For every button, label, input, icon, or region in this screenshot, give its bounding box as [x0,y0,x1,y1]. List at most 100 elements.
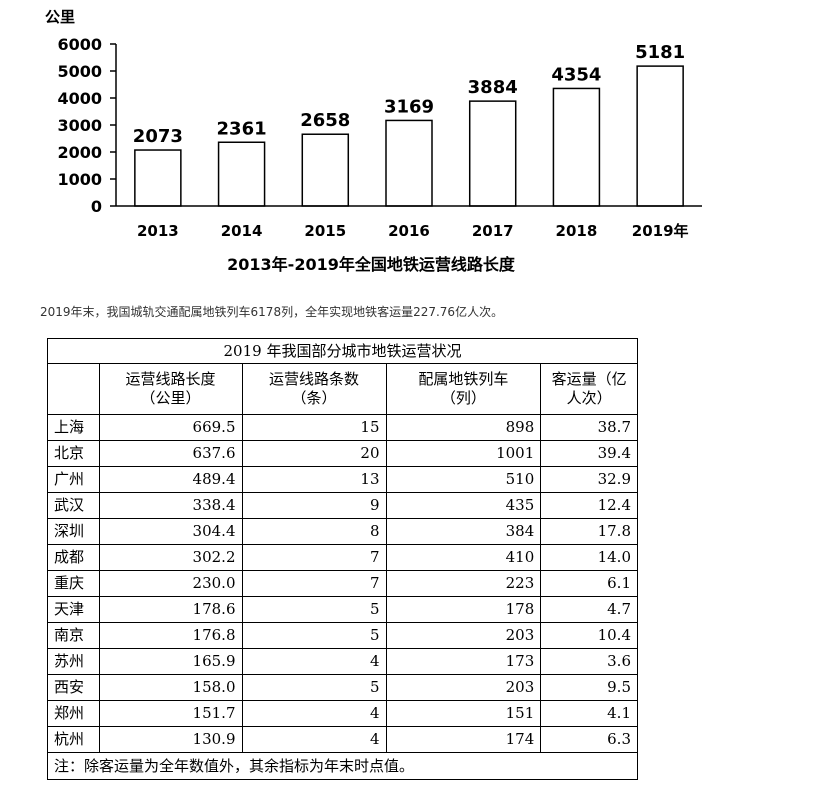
value-cell: 4 [241,726,387,753]
bar-value-label: 4354 [551,64,601,85]
value-cell: 4 [241,648,387,675]
value-cell: 174 [385,726,542,753]
value-cell: 898 [385,414,542,441]
city-cell: 重庆 [47,570,100,597]
header-unit: 人次） [566,389,612,407]
header-city [47,363,100,415]
chart-title: 2013年-2019年全国地铁运营线路长度 [227,255,516,274]
value-cell: 304.4 [98,518,243,545]
table-row: 重庆 230.0 7 223 6.1 [47,570,638,597]
table-footnote: 注：除客运量为全年数值外，其余指标为年末时点值。 [47,752,638,780]
city-cell: 广州 [47,466,100,493]
x-tick-label: 2016 [388,222,430,240]
y-tick-label: 1000 [57,170,102,189]
bar [301,133,350,207]
table-row: 北京 637.6 20 1001 39.4 [47,440,638,467]
city-cell: 南京 [47,622,100,649]
city-cell: 西安 [47,674,100,701]
value-cell: 165.9 [98,648,243,675]
table-row: 广州 489.4 13 510 32.9 [47,466,638,493]
value-cell: 13 [241,466,387,493]
bar-value-label: 5181 [635,42,685,63]
value-cell: 5 [241,622,387,649]
value-cell: 6.1 [540,570,638,597]
value-cell: 9 [241,492,387,519]
table-header-cell: 配属地铁列车 （列） [385,363,542,415]
table-header-cell: 客运量（亿 人次） [540,363,638,415]
city-cell: 杭州 [47,726,100,753]
city-cell: 苏州 [47,648,100,675]
value-cell: 10.4 [540,622,638,649]
city-cell: 上海 [47,414,100,441]
value-cell: 4 [241,700,387,727]
value-cell: 7 [241,544,387,571]
city-cell: 成都 [47,544,100,571]
city-cell: 北京 [47,440,100,467]
value-cell: 4.1 [540,700,638,727]
value-cell: 32.9 [540,466,638,493]
bar [636,65,684,207]
value-cell: 489.4 [98,466,243,493]
value-cell: 5 [241,596,387,623]
value-cell: 203 [385,674,542,701]
table-row: 西安 158.0 5 203 9.5 [47,674,638,701]
x-tick-label: 2018 [556,222,598,240]
table-header-row: 运营线路长度 （公里） 运营线路条数 （条） 配属地铁列车 （列） 客运量（亿 人次） [47,363,638,415]
table-row: 苏州 165.9 4 173 3.6 [47,648,638,675]
value-cell: 130.9 [98,726,243,753]
value-cell: 15 [241,414,387,441]
y-tick-label: 2000 [57,143,102,162]
table-row: 上海 669.5 15 898 38.7 [47,414,638,441]
header-line: 运营线路长度 [125,370,216,388]
city-cell: 深圳 [47,518,100,545]
value-cell: 410 [385,544,542,571]
value-cell: 384 [385,518,542,545]
value-cell: 9.5 [540,674,638,701]
table-row: 成都 302.2 7 410 14.0 [47,544,638,571]
x-tick-label: 2017 [472,222,514,240]
value-cell: 151.7 [98,700,243,727]
header-line: 客运量（亿 [551,370,627,388]
value-cell: 151 [385,700,542,727]
table-row: 武汉 338.4 9 435 12.4 [47,492,638,519]
value-cell: 338.4 [98,492,243,519]
value-cell: 178 [385,596,542,623]
value-cell: 5 [241,674,387,701]
y-tick-label: 0 [91,197,102,216]
summary-text: 2019年末，我国城轨交通配属地铁列车6178列，全年实现地铁客运量227.76… [40,305,504,319]
x-tick-label: 2019年 [632,222,689,240]
header-line: 配属地铁列车 [418,370,509,388]
value-cell: 17.8 [540,518,638,545]
bar [217,141,266,207]
city-cell: 武汉 [47,492,100,519]
value-cell: 203 [385,622,542,649]
table-header-cell: 运营线路条数 （条） [241,363,387,415]
bar [468,100,517,207]
x-tick-label: 2013 [137,222,179,240]
bar [134,149,182,207]
bar [385,119,433,207]
value-cell: 230.0 [98,570,243,597]
city-cell: 郑州 [47,700,100,727]
table-title: 2019 年我国部分城市地铁运营状况 [47,338,638,364]
bar-value-label: 3884 [468,77,518,98]
value-cell: 4.7 [540,596,638,623]
y-axis: 0 1000 2000 3000 4000 5000 6000 [57,35,117,216]
table-row: 杭州 130.9 4 174 6.3 [47,726,638,753]
value-cell: 38.7 [540,414,638,441]
value-cell: 302.2 [98,544,243,571]
city-metro-table: 2019 年我国部分城市地铁运营状况 运营线路长度 （公里） 运营线路条数 （条） 配属… [47,338,638,780]
bar-chart: 公里 0 1000 2000 3000 4000 5000 6000 2073 2361 265… [45,8,702,274]
value-cell: 158.0 [98,674,243,701]
y-tick-label: 3000 [57,116,102,135]
bar-value-label: 3169 [384,96,434,117]
header-unit: （公里） [140,389,201,407]
x-axis: 2013 2014 2015 2016 2017 2018 2019年 [116,205,702,240]
bar-value-label: 2658 [300,110,350,131]
bar [552,87,601,207]
value-cell: 223 [385,570,542,597]
value-cell: 510 [385,466,542,493]
value-cell: 20 [241,440,387,467]
bar-series: 2073 2361 2658 3169 3884 4354 5181 [133,42,685,207]
value-cell: 435 [385,492,542,519]
